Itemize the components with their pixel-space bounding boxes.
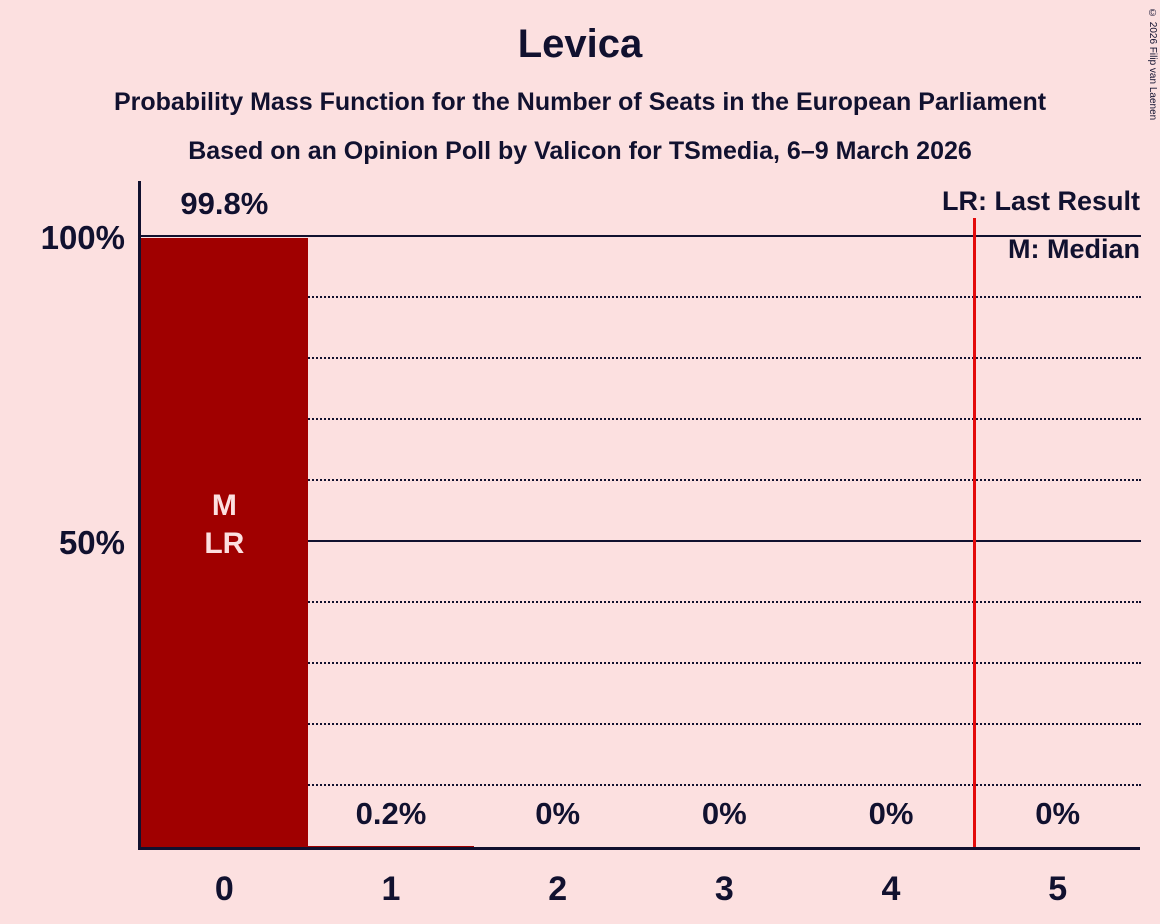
bar-value-label-4: 0% xyxy=(868,796,914,831)
chart-title: Levica xyxy=(517,22,643,66)
x-axis-line xyxy=(138,847,1140,850)
x-tick-label-3: 3 xyxy=(714,870,734,908)
x-tick-label-4: 4 xyxy=(881,870,901,908)
bar-value-label-2: 0% xyxy=(535,796,581,831)
gridline-30pct xyxy=(141,662,1141,664)
bar-value-label-0: 99.8% xyxy=(180,186,269,222)
gridline-70pct xyxy=(141,418,1141,420)
chart-subtitle-line1: Probability Mass Function for the Number… xyxy=(113,88,1047,116)
x-tick-label-1: 1 xyxy=(381,870,401,908)
gridline-10pct xyxy=(141,784,1141,786)
x-tick-label-2: 2 xyxy=(548,870,568,908)
chart-subtitle-line2: Based on an Opinion Poll by Valicon for … xyxy=(188,137,972,165)
x-tick-label-0: 0 xyxy=(214,870,234,908)
y-axis-label-100pct: 100% xyxy=(40,219,125,256)
gridline-60pct xyxy=(141,479,1141,481)
gridline-50pct xyxy=(141,540,1141,542)
copyright-notice: © 2026 Filip van Laenen xyxy=(1147,8,1158,121)
gridline-40pct xyxy=(141,601,1141,603)
bar-seat-1 xyxy=(307,845,475,847)
y-axis-line xyxy=(138,181,141,850)
bar-value-label-5: 0% xyxy=(1035,796,1081,831)
gridline-80pct xyxy=(141,357,1141,359)
x-tick-label-5: 5 xyxy=(1048,870,1068,908)
gridline-20pct xyxy=(141,723,1141,725)
bar-value-label-1: 0.2% xyxy=(355,796,427,831)
x-axis-labels: 0 1 2 3 4 5 xyxy=(141,870,1141,915)
last-result-line xyxy=(972,218,976,847)
plot-area: 99.8% 0.2% 0% 0% 0% 0% M LR xyxy=(141,186,1141,847)
y-axis-label-50pct: 50% xyxy=(58,524,125,561)
gridline-100pct xyxy=(141,235,1141,237)
gridline-90pct xyxy=(141,296,1141,298)
bar-annotation-median-last-result: M LR xyxy=(204,489,245,560)
bar-seat-0 xyxy=(141,238,308,847)
legend-median: M: Median xyxy=(1008,234,1140,264)
legend-last-result: LR: Last Result xyxy=(941,186,1140,216)
bar-value-label-3: 0% xyxy=(701,796,747,831)
